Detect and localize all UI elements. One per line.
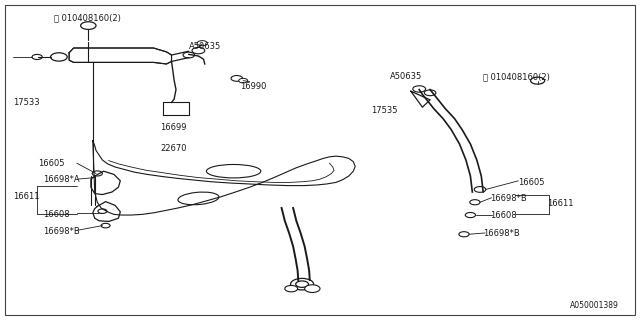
Circle shape (305, 285, 320, 292)
Polygon shape (69, 48, 172, 64)
Text: 16990: 16990 (240, 82, 266, 91)
Circle shape (465, 212, 476, 218)
Circle shape (296, 281, 308, 287)
Circle shape (531, 77, 545, 84)
Ellipse shape (178, 192, 219, 205)
Circle shape (459, 232, 469, 237)
Circle shape (470, 200, 480, 205)
Circle shape (98, 209, 107, 213)
Text: 16698*B: 16698*B (44, 228, 80, 236)
Circle shape (101, 223, 110, 228)
Text: 16605: 16605 (518, 178, 545, 187)
Circle shape (81, 22, 96, 29)
Text: A50635: A50635 (390, 72, 422, 81)
Circle shape (231, 76, 243, 81)
Circle shape (413, 86, 426, 92)
Circle shape (239, 78, 248, 83)
Text: A050001389: A050001389 (570, 301, 618, 310)
Circle shape (192, 47, 205, 54)
Ellipse shape (206, 164, 261, 178)
Circle shape (92, 171, 102, 176)
Text: 17533: 17533 (13, 98, 40, 107)
Text: 16698*A: 16698*A (44, 175, 80, 184)
Circle shape (474, 187, 486, 192)
Circle shape (183, 52, 195, 58)
Text: 16611: 16611 (547, 199, 573, 208)
Circle shape (32, 54, 42, 60)
Circle shape (291, 278, 314, 290)
Circle shape (51, 53, 67, 61)
Text: 17535: 17535 (371, 106, 397, 115)
Text: Ⓑ 010408160(2): Ⓑ 010408160(2) (54, 13, 121, 22)
Text: 16608: 16608 (490, 212, 516, 220)
Text: 16698*B: 16698*B (483, 229, 520, 238)
Text: 16608: 16608 (44, 210, 70, 219)
Circle shape (424, 90, 436, 96)
Circle shape (197, 41, 207, 46)
Text: A50635: A50635 (189, 42, 221, 51)
Text: 16699: 16699 (160, 124, 186, 132)
Text: 22670: 22670 (160, 144, 186, 153)
Text: 16605: 16605 (38, 159, 65, 168)
Circle shape (285, 285, 298, 292)
Text: Ⓑ 010408160(2): Ⓑ 010408160(2) (483, 72, 550, 81)
Text: 16698*B: 16698*B (490, 194, 526, 203)
Text: 16611: 16611 (13, 192, 39, 201)
